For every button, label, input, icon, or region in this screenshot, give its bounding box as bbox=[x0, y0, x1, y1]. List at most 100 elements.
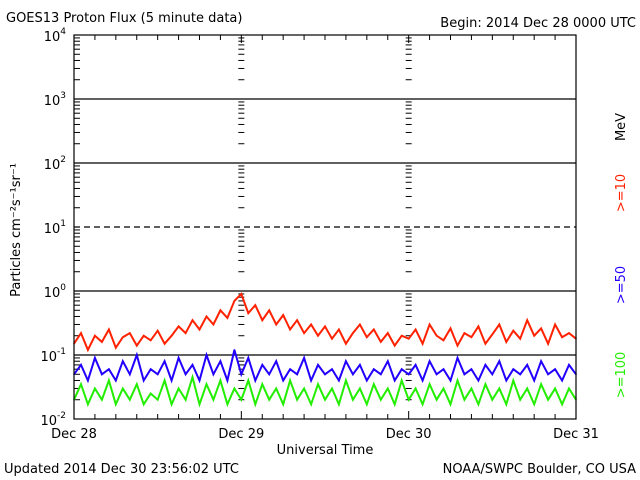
data-point bbox=[156, 373, 159, 376]
data-point bbox=[352, 373, 354, 376]
data-point bbox=[191, 376, 194, 378]
data-point bbox=[240, 293, 243, 295]
chart-title: GOES13 Proton Flux (5 minute data) bbox=[6, 11, 242, 26]
data-point bbox=[247, 379, 250, 382]
data-point bbox=[212, 373, 215, 376]
data-point bbox=[533, 334, 535, 337]
data-point bbox=[268, 398, 271, 401]
data-point bbox=[366, 336, 368, 338]
data-point bbox=[233, 300, 236, 302]
data-point bbox=[108, 368, 110, 370]
data-point bbox=[359, 364, 361, 366]
data-point bbox=[547, 373, 549, 376]
y-tick-exponent: 2 bbox=[60, 155, 66, 165]
data-point bbox=[296, 398, 298, 401]
data-point bbox=[80, 332, 82, 334]
data-point bbox=[428, 383, 431, 385]
data-point bbox=[226, 379, 229, 382]
data-point bbox=[115, 379, 117, 382]
data-point bbox=[122, 336, 124, 338]
data-point bbox=[191, 364, 194, 366]
data-point bbox=[477, 403, 480, 406]
data-point bbox=[170, 379, 173, 382]
y-tick-label: 10-2 bbox=[40, 411, 66, 429]
data-point bbox=[331, 368, 333, 370]
data-point bbox=[505, 341, 508, 343]
data-point bbox=[87, 403, 89, 406]
data-point bbox=[373, 328, 375, 331]
footer-updated: Updated 2014 Dec 30 23:56:02 UTC bbox=[4, 462, 239, 477]
data-point bbox=[449, 379, 452, 382]
data-point bbox=[282, 314, 284, 316]
data-point bbox=[512, 368, 515, 370]
data-point bbox=[435, 398, 438, 401]
data-point bbox=[386, 387, 389, 390]
data-point bbox=[407, 373, 410, 376]
data-point bbox=[421, 342, 424, 345]
y-axis-label: Particles cm⁻²s⁻¹sr⁻¹ bbox=[9, 163, 24, 297]
data-point bbox=[338, 379, 340, 382]
data-point bbox=[463, 373, 466, 376]
data-point bbox=[519, 337, 522, 340]
data-point bbox=[512, 329, 515, 332]
series-group bbox=[73, 292, 577, 408]
data-point bbox=[254, 403, 257, 406]
data-point bbox=[547, 398, 549, 401]
y-tick-base: 10 bbox=[44, 158, 61, 173]
data-point bbox=[554, 368, 556, 370]
data-point bbox=[400, 368, 403, 370]
y-tick-exponent: 0 bbox=[60, 283, 66, 293]
data-point bbox=[303, 387, 305, 390]
data-point bbox=[498, 387, 501, 390]
y-tick-base: 10 bbox=[44, 30, 61, 45]
legend: >=10 >=50 >=100 bbox=[614, 174, 629, 398]
data-point bbox=[128, 373, 131, 376]
data-point bbox=[115, 403, 117, 406]
data-point bbox=[275, 323, 277, 326]
data-point bbox=[142, 334, 145, 337]
legend-entry: >=10 bbox=[614, 174, 629, 212]
data-point bbox=[101, 373, 103, 376]
data-point bbox=[226, 403, 229, 406]
data-point bbox=[310, 323, 312, 326]
data-point bbox=[393, 379, 396, 382]
data-point bbox=[456, 344, 459, 347]
legend-unit: MeV bbox=[614, 113, 629, 141]
x-tick-label: Dec 28 bbox=[51, 427, 97, 442]
data-point bbox=[317, 383, 319, 385]
data-point bbox=[477, 325, 480, 328]
data-point bbox=[324, 373, 326, 376]
data-point bbox=[498, 360, 501, 363]
data-point bbox=[268, 309, 271, 312]
data-point bbox=[212, 398, 215, 401]
data-point bbox=[142, 379, 145, 382]
data-point bbox=[80, 383, 82, 385]
data-point bbox=[261, 383, 264, 385]
data-point bbox=[275, 387, 277, 390]
y-tick-label: 102 bbox=[44, 155, 66, 173]
data-point bbox=[156, 329, 159, 332]
x-tick-label: Dec 30 bbox=[386, 427, 432, 442]
data-point bbox=[568, 387, 570, 390]
data-point bbox=[505, 379, 508, 382]
data-point bbox=[561, 336, 563, 338]
x-tick-labels: Dec 28 Dec 29 Dec 30 Dec 31 bbox=[51, 427, 599, 442]
data-point bbox=[484, 342, 487, 345]
data-point bbox=[540, 383, 542, 385]
data-point bbox=[414, 328, 417, 331]
data-point bbox=[198, 328, 201, 331]
data-point bbox=[226, 317, 229, 319]
footer-credit: NOAA/SWPC Boulder, CO USA bbox=[443, 462, 636, 477]
data-point bbox=[540, 327, 542, 330]
data-point bbox=[233, 349, 236, 351]
data-point bbox=[470, 368, 473, 370]
data-point bbox=[449, 403, 452, 406]
data-point bbox=[470, 336, 473, 338]
data-point bbox=[282, 379, 284, 382]
data-point bbox=[87, 379, 89, 382]
data-point bbox=[345, 360, 347, 363]
x-tick-label: Dec 29 bbox=[218, 427, 264, 442]
x-axis-label: Universal Time bbox=[277, 443, 374, 458]
data-point bbox=[345, 379, 347, 382]
